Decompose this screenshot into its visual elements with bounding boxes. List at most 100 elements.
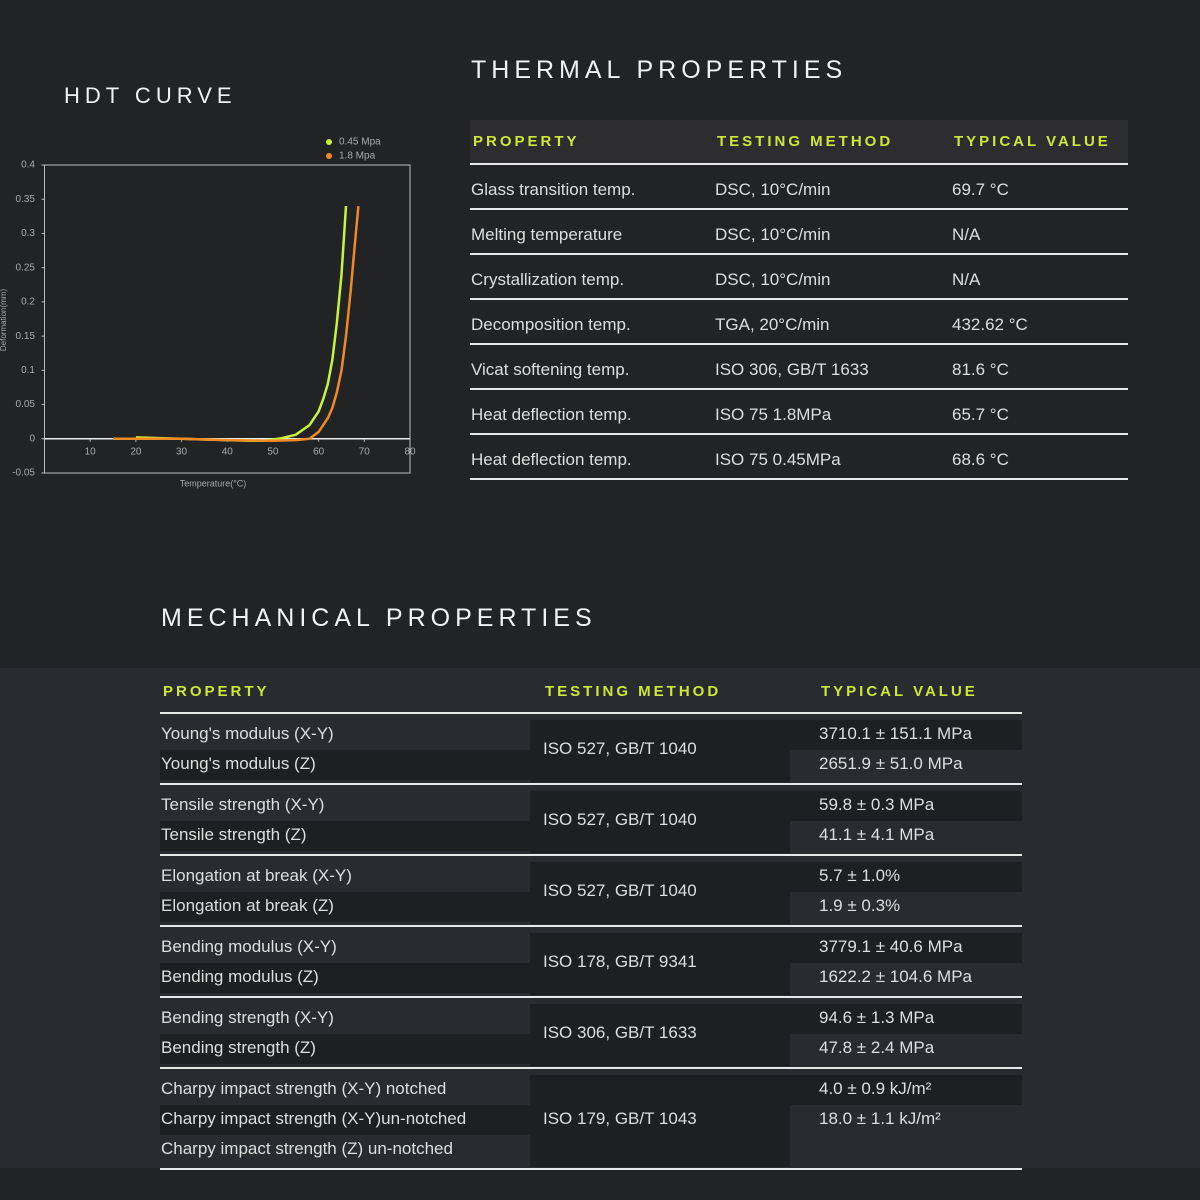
table-cell: ISO 527, GB/T 1040 xyxy=(543,810,697,829)
x-tick-label: 60 xyxy=(313,446,325,457)
row-rule xyxy=(470,343,1128,345)
table-cell: DSC, 10°C/min xyxy=(715,225,831,244)
column-header: PROPERTY xyxy=(163,683,270,700)
cell-shade xyxy=(530,720,790,782)
row-rule xyxy=(470,388,1128,390)
table-cell: ISO 306, GB/T 1633 xyxy=(715,360,869,379)
column-header: TESTING METHOD xyxy=(545,683,722,700)
column-header: TYPICAL VALUE xyxy=(954,133,1111,150)
table-cell: Tensile strength (Z) xyxy=(161,825,307,844)
x-tick-label: 50 xyxy=(267,446,279,457)
y-tick-label: 0.3 xyxy=(21,228,35,239)
row-rule xyxy=(160,783,1022,785)
table-cell: ISO 306, GB/T 1633 xyxy=(543,1023,697,1042)
table-cell: Bending modulus (X-Y) xyxy=(161,937,337,956)
table-cell: 94.6 ± 1.3 MPa xyxy=(819,1008,935,1027)
row-rule xyxy=(160,854,1022,856)
table-cell: 1622.2 ± 104.6 MPa xyxy=(819,967,972,986)
x-tick-label: 80 xyxy=(404,446,416,457)
table-cell: ISO 75 1.8MPa xyxy=(715,405,832,424)
y-tick-label: 0.4 xyxy=(21,160,35,171)
column-header: PROPERTY xyxy=(473,133,580,150)
table-cell: ISO 178, GB/T 9341 xyxy=(543,952,697,971)
table-cell: 5.7 ± 1.0% xyxy=(819,866,901,885)
thermal-title: THERMAL PROPERTIES xyxy=(471,56,848,84)
table-cell: 432.62 °C xyxy=(952,315,1028,334)
cell-shade xyxy=(530,1075,790,1167)
table-cell: Vicat softening temp. xyxy=(471,360,630,379)
table-cell: 3710.1 ± 151.1 MPa xyxy=(819,724,972,743)
table-cell: 59.8 ± 0.3 MPa xyxy=(819,795,935,814)
table-cell: 47.8 ± 2.4 MPa xyxy=(819,1038,935,1057)
row-rule xyxy=(160,1168,1022,1170)
table-cell: Tensile strength (X-Y) xyxy=(161,795,325,814)
legend-label: 1.8 Mpa xyxy=(339,151,376,162)
y-tick-label: 0.25 xyxy=(16,262,36,273)
table-cell: 18.0 ± 1.1 kJ/m² xyxy=(819,1109,941,1128)
row-rule xyxy=(160,925,1022,927)
cell-shade xyxy=(790,933,1022,963)
table-cell: ISO 75 0.45MPa xyxy=(715,450,841,469)
cell-shade xyxy=(160,1034,530,1064)
legend-marker xyxy=(326,139,332,145)
table-cell: N/A xyxy=(952,270,981,289)
row-rule xyxy=(160,996,1022,998)
y-axis-label: Deformation(mm) xyxy=(0,289,8,352)
table-cell: 4.0 ± 0.9 kJ/m² xyxy=(819,1079,932,1098)
cell-shade xyxy=(790,1004,1022,1034)
table-cell: 68.6 °C xyxy=(952,450,1009,469)
header-rule xyxy=(160,712,1022,714)
table-cell: 41.1 ± 4.1 MPa xyxy=(819,825,935,844)
mechanical-title: MECHANICAL PROPERTIES xyxy=(161,604,597,632)
table-cell: TGA, 20°C/min xyxy=(715,315,830,334)
table-cell: Melting temperature xyxy=(471,225,623,244)
table-cell: Heat deflection temp. xyxy=(471,450,632,469)
y-tick-label: 0 xyxy=(29,433,35,444)
cell-shade xyxy=(530,791,790,853)
table-cell: Crystallization temp. xyxy=(471,270,625,289)
data-line xyxy=(113,205,360,443)
x-tick-label: 10 xyxy=(85,446,97,457)
table-cell: 69.7 °C xyxy=(952,180,1009,199)
x-axis-label: Temperature(°C) xyxy=(180,478,247,488)
table-cell: Elongation at break (Z) xyxy=(161,896,334,915)
column-header: TYPICAL VALUE xyxy=(821,683,978,700)
x-tick-label: 40 xyxy=(222,446,234,457)
row-rule xyxy=(160,1067,1022,1069)
cell-shade xyxy=(790,1075,1022,1105)
table-cell: 81.6 °C xyxy=(952,360,1009,379)
column-header: TESTING METHOD xyxy=(717,133,894,150)
cell-shade xyxy=(160,750,530,780)
y-tick-label: 0.35 xyxy=(16,194,36,205)
data-line xyxy=(135,206,348,443)
table-cell: Elongation at break (X-Y) xyxy=(161,866,352,885)
table-cell: Bending strength (Z) xyxy=(161,1038,316,1057)
table-cell: Bending modulus (Z) xyxy=(161,967,319,986)
y-tick-label: 0.05 xyxy=(16,399,36,410)
cell-shade xyxy=(160,963,530,993)
cell-shade xyxy=(530,862,790,924)
plot-frame xyxy=(44,164,411,474)
table-cell: N/A xyxy=(952,225,981,244)
row-rule xyxy=(470,253,1128,255)
thermal-header-background xyxy=(470,120,1128,164)
x-tick-label: 30 xyxy=(176,446,188,457)
row-rule xyxy=(470,208,1128,210)
legend-marker xyxy=(326,153,332,159)
table-cell: Young's modulus (X-Y) xyxy=(161,724,334,743)
cell-shade xyxy=(160,821,530,851)
table-cell: Charpy impact strength (Z) un-notched xyxy=(161,1139,453,1158)
cell-shade xyxy=(790,862,1022,892)
table-cell: Charpy impact strength (X-Y)un-notched xyxy=(161,1109,467,1128)
table-cell: 1.9 ± 0.3% xyxy=(819,896,901,915)
cell-shade xyxy=(530,933,790,995)
cell-shade xyxy=(160,1105,530,1135)
table-cell: DSC, 10°C/min xyxy=(715,270,831,289)
table-cell: Young's modulus (Z) xyxy=(161,754,316,773)
table-cell: Glass transition temp. xyxy=(471,180,636,199)
hdt-chart: Temperature(°C) Deformation(mm) -0.05 0 0.… xyxy=(0,137,416,489)
cell-shade xyxy=(790,720,1022,750)
row-rule xyxy=(470,478,1128,480)
x-tick-label: 20 xyxy=(130,446,142,457)
